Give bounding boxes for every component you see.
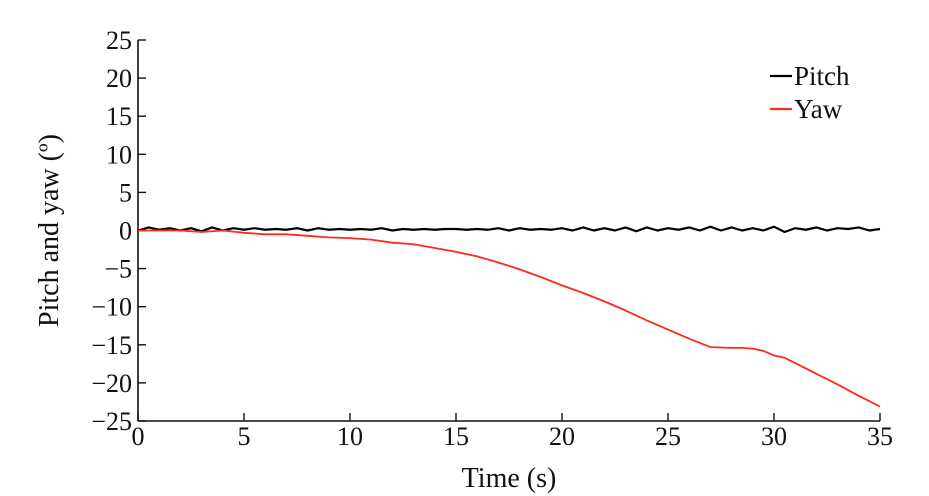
- series-line-pitch: [137, 225, 881, 234]
- y-tick-label: 15: [106, 102, 132, 131]
- series-line-yaw: [138, 229, 881, 408]
- series-layer: [137, 225, 881, 408]
- y-tick-label: 25: [106, 26, 132, 55]
- x-tick-label: 20: [549, 422, 575, 451]
- y-tick-label: 5: [119, 178, 132, 207]
- x-tick-label: 35: [867, 422, 893, 451]
- x-tick-label: 15: [443, 422, 469, 451]
- x-tick-label: 10: [337, 422, 363, 451]
- legend-label-yaw: Yaw: [794, 94, 843, 124]
- y-tick-label: −5: [104, 255, 132, 284]
- y-tick-label: 0: [119, 217, 132, 246]
- axes: 0 5 10 15 20 25 30 35 25 20 15 10 5 0 −5 −10 −15 −20 −25: [91, 26, 893, 451]
- y-tick-label: −25: [91, 407, 132, 436]
- y-tick-label: 20: [106, 64, 132, 93]
- x-tick-label: 0: [132, 422, 145, 451]
- y-tick-label: −15: [91, 331, 132, 360]
- y-tick-label: 10: [106, 140, 132, 169]
- legend-label-pitch: Pitch: [794, 61, 850, 91]
- x-tick-label: 30: [761, 422, 787, 451]
- y-tick-label: −10: [91, 293, 132, 322]
- y-tick-label: −20: [91, 369, 132, 398]
- x-axis-title: Time (s): [462, 463, 557, 494]
- x-tick-label: 25: [655, 422, 681, 451]
- x-tick-label: 5: [238, 422, 251, 451]
- y-axis-title: Pitch and yaw (º): [34, 134, 65, 327]
